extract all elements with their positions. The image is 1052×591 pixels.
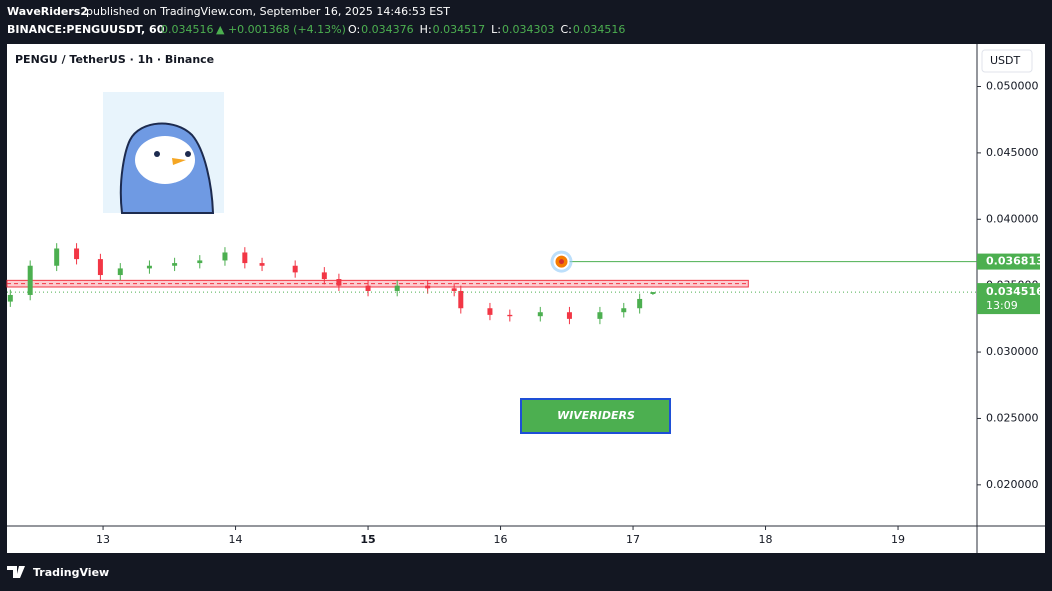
tradingview-logo — [7, 566, 25, 578]
candle-body — [597, 312, 603, 319]
candle-body — [451, 288, 457, 291]
candle-body — [637, 298, 643, 309]
target-label: 0.036813 — [986, 255, 1044, 268]
candle-body — [146, 265, 152, 269]
candle-body — [487, 308, 493, 315]
x-tick-label: 18 — [759, 533, 773, 546]
change: ▲ +0.001368 (+4.13%) — [216, 23, 346, 36]
y-tick-label: 0.045000 — [986, 146, 1039, 159]
candle-body — [7, 294, 13, 302]
ohlc-label: L: — [491, 23, 501, 36]
x-tick-label: 16 — [494, 533, 508, 546]
author: WaveRiders2 — [7, 5, 88, 18]
candle-body — [394, 285, 400, 291]
candle-body — [117, 268, 123, 276]
candle-body — [222, 252, 228, 261]
y-tick-label: 0.025000 — [986, 411, 1039, 424]
ohlc-label: H: — [420, 23, 432, 36]
candle-body — [365, 285, 371, 291]
x-tick-label: 14 — [229, 533, 243, 546]
symbol: BINANCE:PENGUUSDT, 60 — [7, 23, 165, 36]
countdown: 13:09 — [986, 299, 1018, 312]
y-tick-label: 0.040000 — [986, 212, 1039, 225]
candle-body — [566, 312, 572, 319]
candle-body — [458, 290, 464, 309]
ohlc-label: C: — [561, 23, 572, 36]
watermark-box — [520, 398, 671, 434]
ohlc-value: 0.034303 — [502, 23, 555, 36]
y-tick-label: 0.050000 — [986, 79, 1039, 92]
candle-body — [321, 272, 327, 280]
candle-body — [74, 248, 80, 260]
candle-body — [172, 263, 178, 266]
candle-body — [336, 279, 342, 286]
last-price-tag — [977, 283, 1040, 315]
chart-title: PENGU / TetherUS · 1h · Binance — [15, 53, 214, 66]
ohlc-label: O: — [348, 23, 360, 36]
ohlc-value: 0.034376 — [361, 23, 414, 36]
candle-body — [259, 263, 265, 266]
currency: USDT — [990, 54, 1021, 67]
currency-button[interactable] — [981, 49, 1033, 73]
candle-body — [507, 314, 513, 317]
target-tag — [977, 253, 1040, 270]
x-tick-label: 13 — [96, 533, 110, 546]
x-tick-label: 15 — [360, 533, 375, 546]
penguin-image — [103, 92, 224, 214]
candle-body — [537, 312, 543, 317]
candle-body — [54, 248, 60, 266]
candle-body — [197, 260, 203, 264]
x-tick-label: 19 — [891, 533, 905, 546]
ohlc-value: 0.034516 — [573, 23, 626, 36]
x-tick-label: 17 — [626, 533, 640, 546]
last-price-label: 0.034516 — [986, 285, 1044, 298]
candle-body — [650, 292, 656, 294]
footer-brand: TradingView — [33, 566, 109, 579]
candle-body — [621, 308, 627, 313]
candle-body — [27, 265, 33, 295]
target-icon-center — [558, 259, 564, 265]
y-tick-label: 0.030000 — [986, 345, 1039, 358]
candle-body — [242, 252, 248, 264]
candle-body — [97, 259, 103, 276]
candle-body — [425, 285, 431, 289]
candle-body — [292, 265, 298, 273]
y-tick-label: 0.020000 — [986, 478, 1039, 491]
price: 0.034516 — [161, 23, 214, 36]
watermark: WIVERIDERS — [557, 409, 635, 422]
published: published on TradingView.com, September … — [86, 5, 450, 18]
ohlc-value: 0.034517 — [433, 23, 486, 36]
